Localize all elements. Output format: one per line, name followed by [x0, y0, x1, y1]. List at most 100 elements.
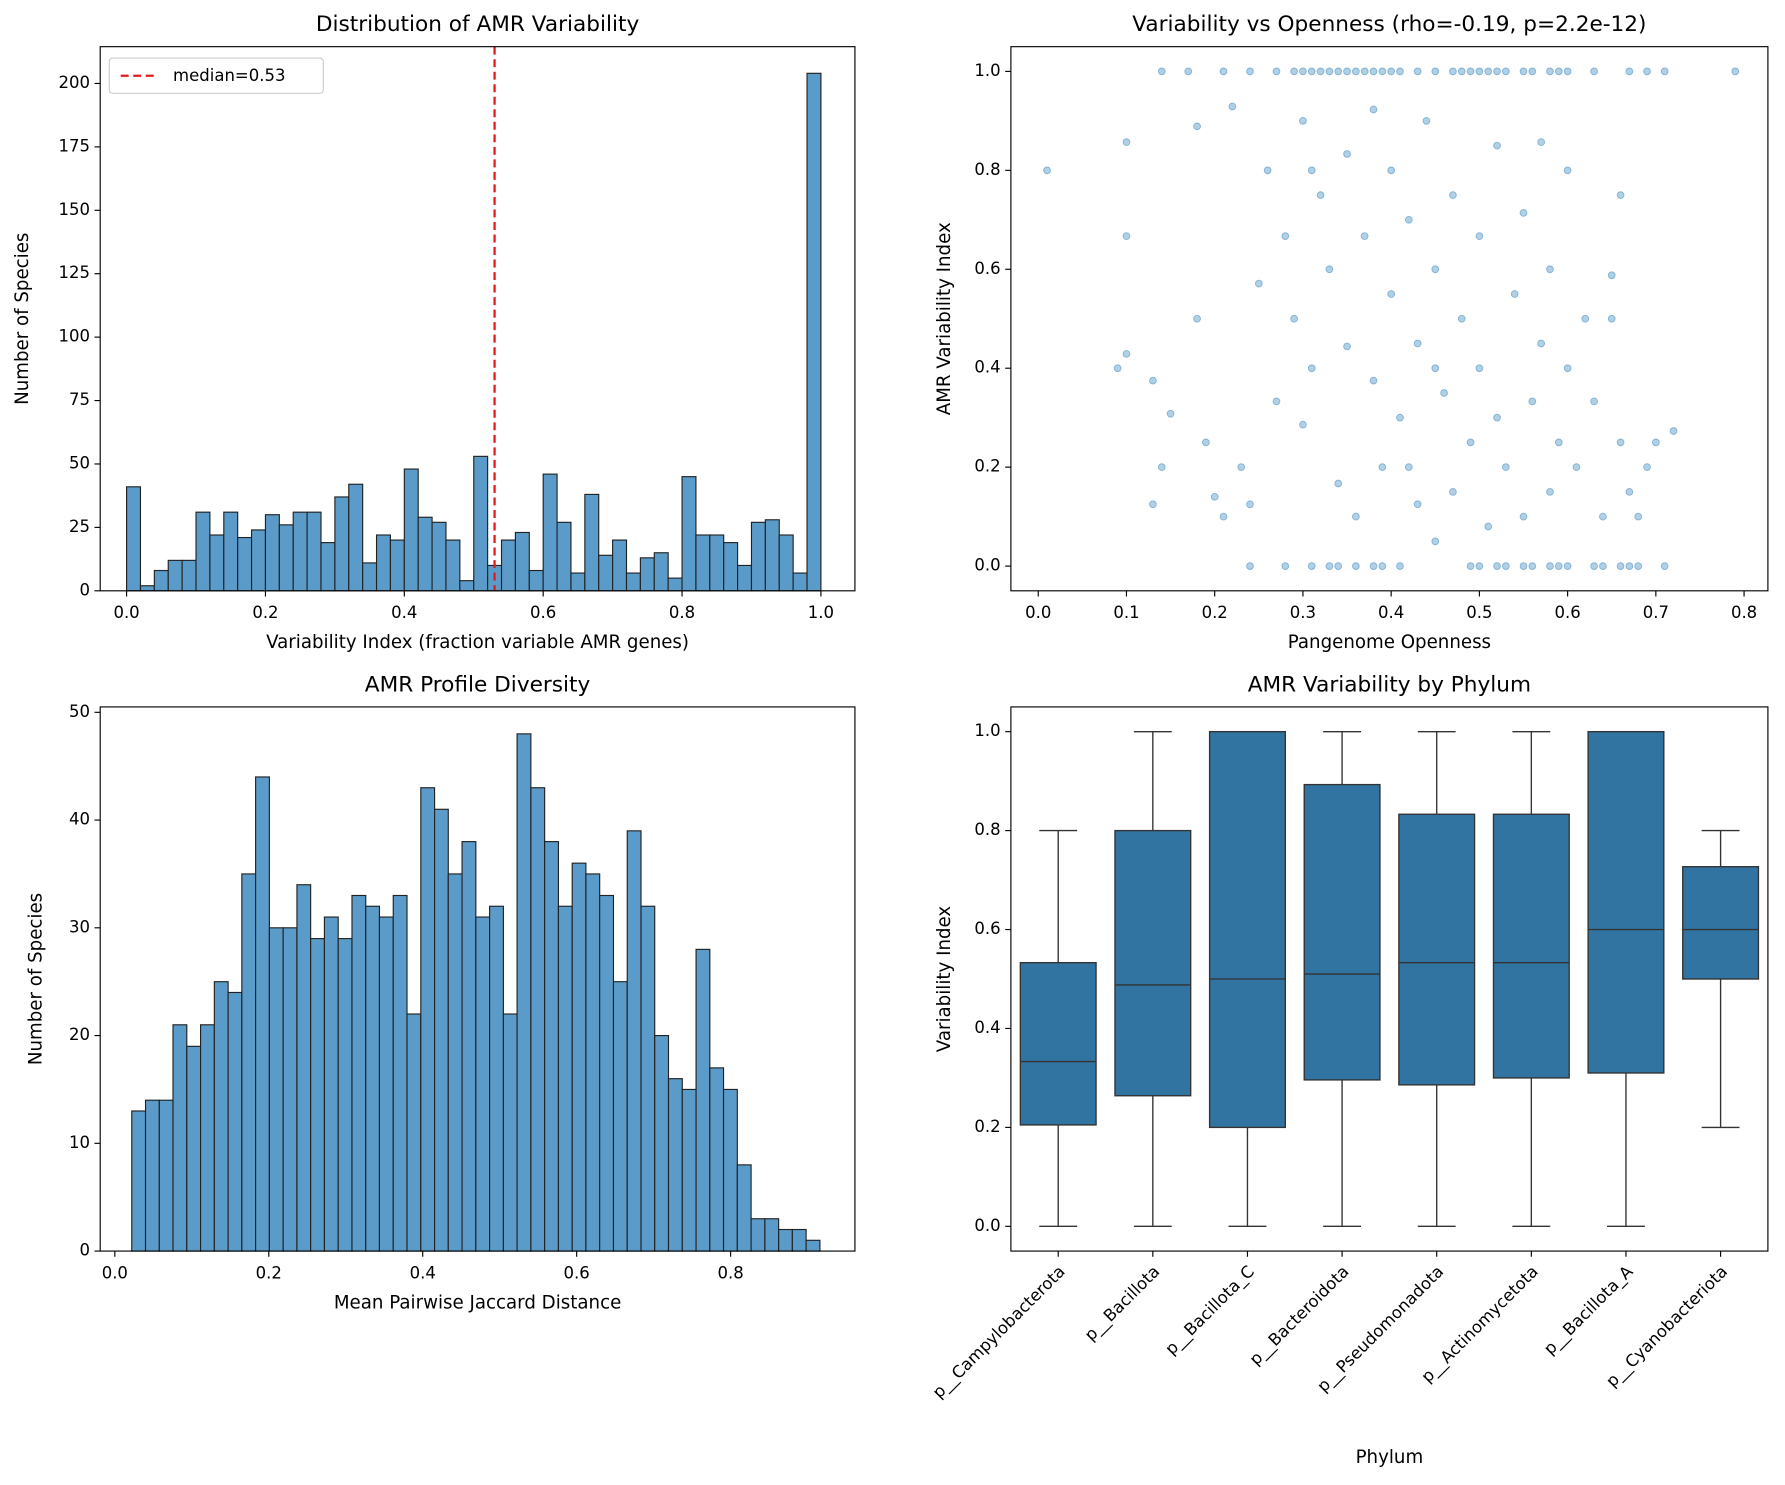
- point: [1325, 562, 1334, 570]
- bar: [461, 841, 477, 1252]
- bar: [750, 1218, 766, 1252]
- y-tick-label: 50: [69, 453, 90, 472]
- panel: AMR Profile Diversity Mean Pairwise Jacca…: [25, 672, 856, 1313]
- y-tick-label: 0.0: [974, 556, 1000, 575]
- bar: [667, 577, 683, 592]
- y-tick-label: 175: [58, 136, 90, 155]
- x-tick-label: p__Bacillota: [1081, 1262, 1164, 1345]
- y-tick-label: 75: [69, 390, 90, 409]
- point: [1554, 67, 1563, 76]
- y-tick-label: 20: [69, 1025, 90, 1044]
- bar: [255, 776, 270, 1252]
- point: [1510, 290, 1519, 298]
- point: [1343, 67, 1351, 76]
- point: [1440, 389, 1448, 397]
- y-tick-label: 125: [58, 263, 90, 282]
- point: [1599, 512, 1607, 521]
- point: [1228, 102, 1237, 111]
- point: [1660, 562, 1669, 570]
- point: [1528, 67, 1537, 76]
- bar: [640, 905, 656, 1252]
- bar: [542, 473, 558, 592]
- bar: [195, 511, 211, 592]
- bar: [420, 787, 436, 1252]
- point: [1546, 67, 1554, 76]
- point: [1149, 500, 1157, 509]
- bar: [653, 552, 669, 592]
- point: [1457, 67, 1466, 76]
- point: [1193, 314, 1201, 323]
- axes-frame: [1010, 706, 1769, 1252]
- point: [1625, 67, 1634, 76]
- point: [1325, 67, 1334, 76]
- point: [1634, 562, 1643, 570]
- point: [1501, 562, 1510, 570]
- x-tick-label: 0.2: [1202, 603, 1228, 622]
- point: [1378, 67, 1387, 76]
- x-tick-label: 0.8: [1731, 603, 1757, 622]
- point: [1484, 522, 1493, 531]
- bar: [723, 542, 739, 592]
- x-tick-label: 0.1: [1113, 603, 1139, 622]
- bar: [639, 557, 655, 592]
- bar: [268, 927, 284, 1252]
- y-tick-label: 40: [69, 810, 90, 829]
- box: [1208, 730, 1286, 1129]
- bar: [764, 519, 780, 592]
- box: [1682, 866, 1760, 980]
- bar: [792, 572, 808, 592]
- point: [1299, 67, 1307, 76]
- point: [1166, 409, 1175, 418]
- point: [1607, 314, 1616, 323]
- point: [1281, 562, 1290, 570]
- point: [1396, 67, 1404, 76]
- point: [1157, 67, 1166, 76]
- x-tick-label: p__Bacillota_C: [1161, 1262, 1258, 1359]
- point: [1519, 562, 1528, 570]
- point: [1528, 562, 1537, 570]
- point: [1449, 67, 1457, 76]
- point: [1369, 67, 1378, 76]
- point: [1590, 397, 1598, 406]
- point: [1396, 413, 1404, 422]
- x-tick-label: 0.8: [717, 1263, 743, 1282]
- bar: [126, 486, 142, 592]
- point: [1043, 166, 1051, 175]
- bar: [599, 894, 615, 1252]
- point: [1431, 265, 1440, 274]
- bar: [625, 572, 641, 592]
- point: [1272, 397, 1281, 406]
- point: [1449, 488, 1457, 496]
- bar: [131, 1110, 147, 1252]
- bar: [348, 483, 364, 592]
- point: [1493, 67, 1501, 76]
- bar: [392, 894, 408, 1252]
- y-tick-label: 1.0: [974, 61, 1000, 80]
- point: [1360, 67, 1369, 76]
- bar: [323, 916, 339, 1252]
- bar: [500, 539, 516, 592]
- point: [1219, 512, 1228, 521]
- bar: [389, 539, 405, 592]
- point: [1290, 314, 1298, 323]
- point: [1360, 232, 1369, 241]
- point: [1422, 117, 1431, 125]
- x-tick-label: 0.5: [1466, 603, 1492, 622]
- x-tick-label: 0.0: [1025, 603, 1051, 622]
- bar: [750, 521, 766, 592]
- bar: [417, 516, 433, 592]
- point: [1731, 67, 1740, 76]
- point: [1581, 314, 1590, 323]
- bar: [681, 476, 697, 592]
- bar: [612, 539, 628, 592]
- bar: [695, 534, 711, 592]
- y-axis-label: Number of Species: [12, 233, 33, 405]
- bar: [764, 1218, 780, 1252]
- chart-title: AMR Profile Diversity: [365, 672, 591, 697]
- y-tick-label: 25: [69, 517, 90, 536]
- x-axis-label: Variability Index (fraction variable AMR…: [266, 632, 689, 653]
- y-tick-label: 100: [58, 327, 90, 346]
- x-tick-label: p__Campylobacterota: [929, 1262, 1070, 1403]
- x-tick-label: 0.7: [1643, 603, 1669, 622]
- point: [1431, 67, 1440, 76]
